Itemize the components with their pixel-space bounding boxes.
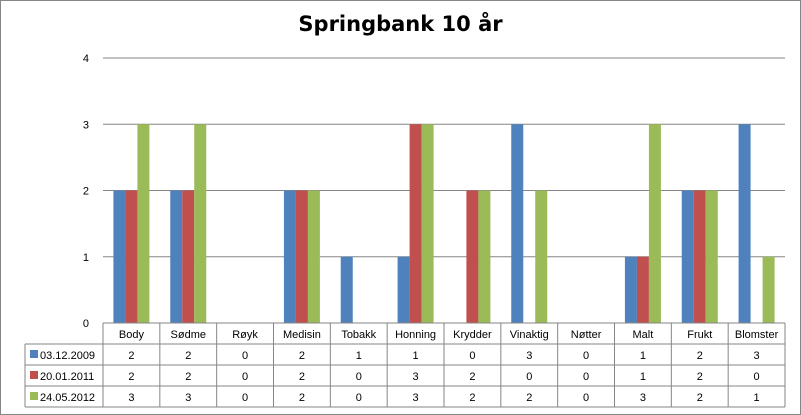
data-value: 1 (640, 371, 646, 383)
data-value: 0 (242, 392, 248, 404)
y-tick-label: 1 (83, 252, 89, 264)
data-value: 0 (242, 371, 248, 383)
bar (113, 190, 126, 323)
data-value: 3 (754, 350, 760, 362)
category-label: Malt (633, 329, 654, 341)
chart-title: Springbank 10 år (298, 12, 503, 36)
bar (182, 190, 195, 323)
bar (194, 124, 207, 323)
bar (340, 256, 353, 323)
category-label: Frukt (687, 329, 712, 341)
category-label: Honning (395, 329, 436, 341)
category-label: Røyk (232, 329, 258, 341)
legend-swatch (30, 371, 38, 379)
category-label: Blomster (735, 329, 779, 341)
y-tick-label: 0 (83, 318, 89, 330)
data-value: 1 (413, 350, 419, 362)
data-value: 0 (242, 350, 248, 362)
bar (535, 190, 548, 323)
data-value: 3 (526, 350, 532, 362)
data-value: 2 (697, 371, 703, 383)
bar (137, 124, 150, 323)
data-value: 2 (697, 392, 703, 404)
category-label: Tobakk (341, 329, 376, 341)
data-value: 2 (128, 350, 134, 362)
data-value: 0 (526, 371, 532, 383)
bar (681, 190, 694, 323)
data-value: 2 (128, 371, 134, 383)
bar (762, 256, 775, 323)
category-label: Krydder (453, 329, 492, 341)
bar (125, 190, 138, 323)
bar (307, 190, 320, 323)
legend-swatch (30, 392, 38, 400)
bar (421, 124, 434, 323)
bar (478, 190, 491, 323)
data-value: 0 (754, 371, 760, 383)
data-value: 2 (697, 350, 703, 362)
category-label: Body (119, 329, 145, 341)
legend-label: 03.12.2009 (40, 350, 95, 362)
legend-label: 24.05.2012 (40, 392, 95, 404)
data-value: 2 (185, 371, 191, 383)
data-value: 3 (640, 392, 646, 404)
data-value: 0 (356, 392, 362, 404)
bar (624, 256, 637, 323)
data-value: 3 (413, 371, 419, 383)
bar (466, 190, 479, 323)
data-value: 0 (583, 392, 589, 404)
data-value: 3 (128, 392, 134, 404)
category-label: Vinaktig (510, 329, 549, 341)
bar (397, 256, 410, 323)
data-value: 2 (469, 371, 475, 383)
data-value: 3 (413, 392, 419, 404)
bar (170, 190, 183, 323)
data-value: 2 (469, 392, 475, 404)
data-value: 1 (754, 392, 760, 404)
bar (648, 124, 661, 323)
bar (295, 190, 308, 323)
data-value: 2 (526, 392, 532, 404)
data-value: 3 (185, 392, 191, 404)
bar (511, 124, 524, 323)
data-value: 0 (583, 371, 589, 383)
data-value: 2 (299, 392, 305, 404)
legend-swatch (30, 350, 38, 358)
y-tick-label: 2 (83, 186, 89, 198)
y-tick-label: 3 (83, 119, 89, 131)
bar (693, 190, 706, 323)
bar (738, 124, 751, 323)
legend-label: 20.01.2011 (40, 371, 94, 383)
category-label: Medisin (283, 329, 321, 341)
data-value: 1 (640, 350, 646, 362)
bar (705, 190, 718, 323)
bar (283, 190, 296, 323)
data-value: 2 (299, 371, 305, 383)
category-label: Sødme (171, 329, 206, 341)
data-value: 2 (185, 350, 191, 362)
data-value: 2 (299, 350, 305, 362)
data-value: 1 (356, 350, 362, 362)
data-value: 0 (356, 371, 362, 383)
bar (409, 124, 422, 323)
category-label: Nøtter (571, 329, 602, 341)
bar (636, 256, 649, 323)
data-value: 0 (583, 350, 589, 362)
y-tick-label: 4 (83, 53, 89, 65)
data-value: 0 (469, 350, 475, 362)
